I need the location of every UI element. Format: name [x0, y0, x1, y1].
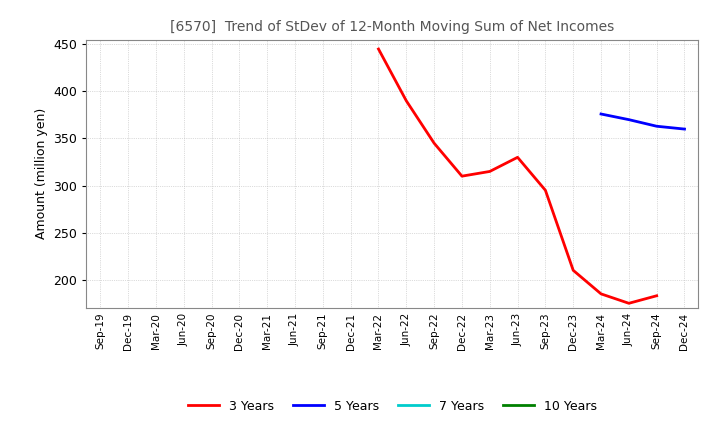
Y-axis label: Amount (million yen): Amount (million yen)	[35, 108, 48, 239]
Legend: 3 Years, 5 Years, 7 Years, 10 Years: 3 Years, 5 Years, 7 Years, 10 Years	[183, 395, 602, 418]
Title: [6570]  Trend of StDev of 12-Month Moving Sum of Net Incomes: [6570] Trend of StDev of 12-Month Moving…	[170, 20, 615, 34]
